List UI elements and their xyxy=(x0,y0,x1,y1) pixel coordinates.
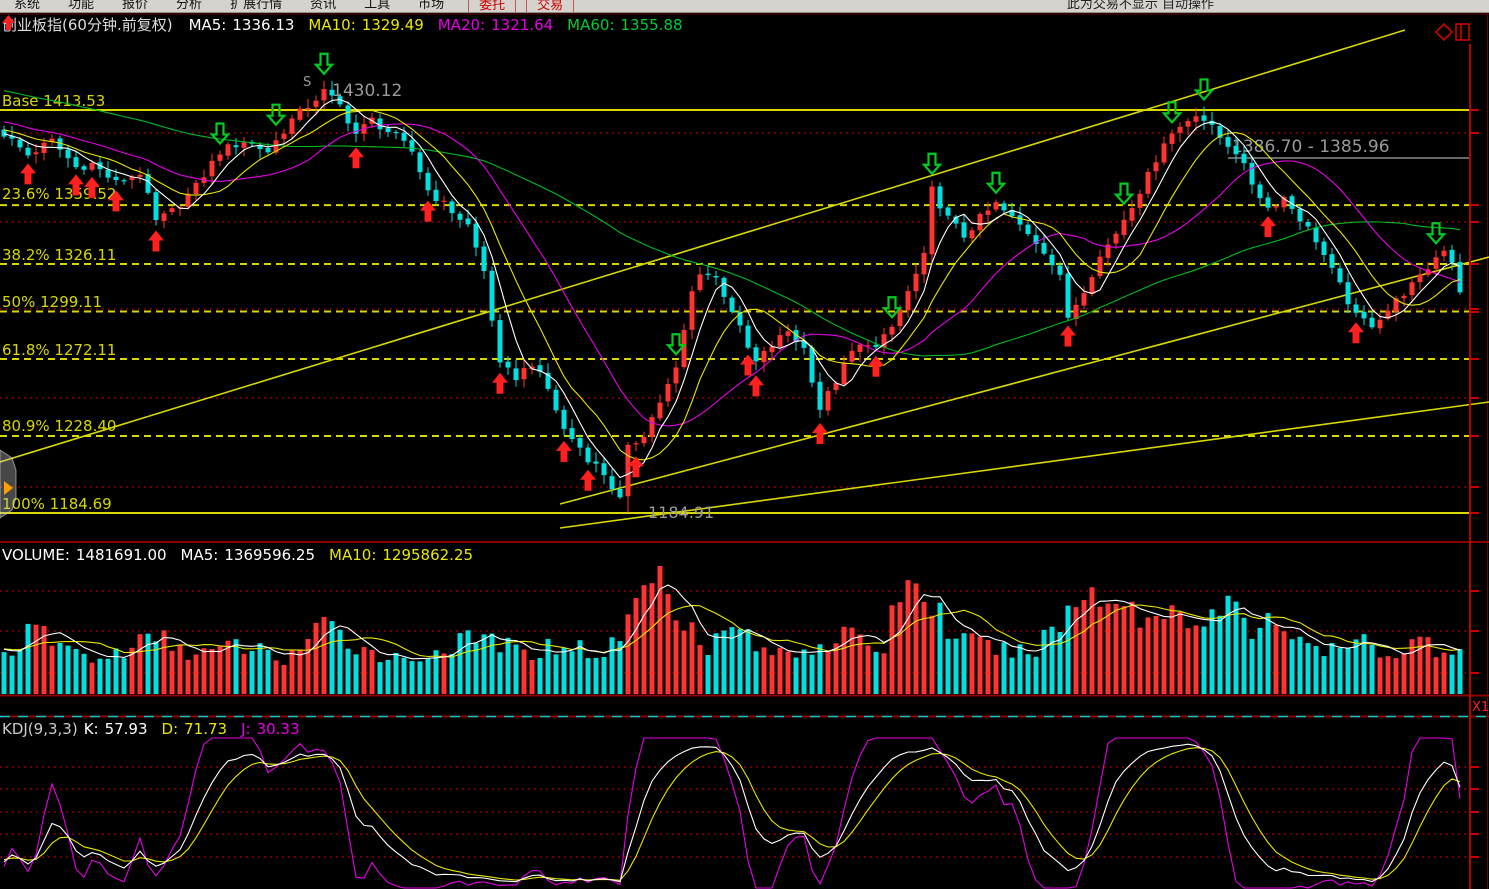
main-header-label-3: MA60: xyxy=(567,15,615,34)
kdj-header-value-3: 30.33 xyxy=(256,719,300,738)
menu-item-7[interactable]: 市场 xyxy=(418,0,445,12)
svg-text:S: S xyxy=(303,75,311,90)
menu-right-text: 此为交易不显示 自动操作 xyxy=(1066,0,1214,12)
volume-pane-header: VOLUME: 1481691.00 MA5: 1369596.25 MA10: 1295… xyxy=(2,545,487,564)
instrument-title: 创业板指(60分钟.前复权) xyxy=(2,16,173,34)
signal-arrows xyxy=(20,52,1447,491)
trendlines[interactable] xyxy=(0,29,1489,529)
svg-text:61.8% 1272.11: 61.8% 1272.11 xyxy=(2,341,116,359)
kdj-header-value-2: 71.73 xyxy=(184,719,228,738)
svg-text:1184.91: 1184.91 xyxy=(648,503,714,522)
volume-ma5-line xyxy=(3,584,1461,660)
main-header-label-1: MA10: xyxy=(308,15,356,34)
vol-header-label-0: VOLUME: xyxy=(2,545,70,564)
vol-header-value-1: 1369596.25 xyxy=(224,545,316,564)
svg-text:50% 1299.11: 50% 1299.11 xyxy=(2,293,102,311)
menu-item-2[interactable]: 报价 xyxy=(122,0,149,12)
ma5-line xyxy=(3,98,1461,479)
split-window-icon[interactable] xyxy=(1455,23,1470,41)
menu-item-0[interactable]: 系统 xyxy=(14,0,41,12)
volume-bars xyxy=(1,566,1463,694)
kdj-header-value-1: 57.93 xyxy=(104,719,148,738)
menu-item-6[interactable]: 工具 xyxy=(364,0,391,12)
diamond-icon[interactable] xyxy=(1434,22,1454,42)
main-header-label-2: MA20: xyxy=(437,15,486,34)
ma10-line xyxy=(3,109,1461,461)
ma60-line xyxy=(3,90,1461,357)
range-line: 1386.70 - 1385.96 xyxy=(1228,137,1470,159)
menu-item-4[interactable]: 扩展行情 xyxy=(230,0,283,12)
main-header-value-2: 1321.64 xyxy=(491,15,554,34)
chart-frame xyxy=(0,13,1489,889)
vol-header-value-0: 1481691.00 xyxy=(75,545,167,564)
svg-text:38.2% 1326.11: 38.2% 1326.11 xyxy=(2,246,116,264)
right-axis: X1 xyxy=(1469,44,1489,889)
candles-layer xyxy=(1,80,1463,513)
menu-item-5[interactable]: 资讯 xyxy=(310,0,337,12)
kdj-header-label-1: K: xyxy=(83,719,99,738)
vol-header-label-2: MA10: xyxy=(329,545,377,564)
annotations: S 1430.12 1184.91 xyxy=(303,75,714,522)
vol-header-value-2: 1295862.25 xyxy=(382,545,474,564)
kdj-header-label-2: D: xyxy=(161,719,179,738)
kdj-k-line xyxy=(3,743,1461,883)
kdj-d-line xyxy=(3,747,1461,881)
svg-text:23.6% 1359.52: 23.6% 1359.52 xyxy=(2,185,116,203)
menu-item-1[interactable]: 功能 xyxy=(68,0,95,12)
main-header-label-0: MA5: xyxy=(188,15,227,34)
main-header-value-1: 1329.49 xyxy=(361,15,424,34)
menu-item-hot-1[interactable]: 交易 xyxy=(526,0,575,12)
ma20-line xyxy=(3,121,1461,427)
svg-text:100% 1184.69: 100% 1184.69 xyxy=(2,495,112,513)
menu-strip: 系统 功能 报价 分析 扩展行情 资讯 工具 市场 委托 交易 此为交易不显示 自动操作 xyxy=(0,0,1489,12)
svg-text:1386.70 - 1385.96: 1386.70 - 1385.96 xyxy=(1232,137,1390,157)
kdj-header-label-0: KDJ(9,3,3) xyxy=(2,719,78,738)
main-header-value-3: 1355.88 xyxy=(620,15,683,34)
svg-text:1430.12: 1430.12 xyxy=(332,81,402,101)
kdj-pane-header: KDJ(9,3,3) K: 57.93 D: 71.73 J: 30.33 xyxy=(2,719,314,738)
expand-arrow-icon xyxy=(4,481,13,495)
price-pane-header: 创业板指(60分钟.前复权) MA5: 1336.13 MA10: 1329.49 MA… xyxy=(2,15,697,34)
svg-text:X1: X1 xyxy=(1472,700,1489,715)
grid-layer xyxy=(0,132,1470,858)
kdj-j-line xyxy=(3,737,1461,889)
vol-header-label-1: MA5: xyxy=(180,545,219,564)
pane-separators[interactable] xyxy=(0,541,1489,718)
kdj-header-label-3: J: xyxy=(241,719,251,738)
svg-text:80.9% 1228.40: 80.9% 1228.40 xyxy=(2,417,116,435)
main-header-value-0: 1336.13 xyxy=(232,15,295,34)
volume-ma10-line xyxy=(3,604,1461,658)
menu-item-hot-0[interactable]: 委托 xyxy=(468,0,517,12)
menu-bar: 系统 功能 报价 分析 扩展行情 资讯 工具 市场 委托 交易 此为交易不显示 自动操作 xyxy=(0,0,1489,13)
side-panel-handle[interactable] xyxy=(0,449,17,519)
menu-item-3[interactable]: 分析 xyxy=(176,0,203,12)
